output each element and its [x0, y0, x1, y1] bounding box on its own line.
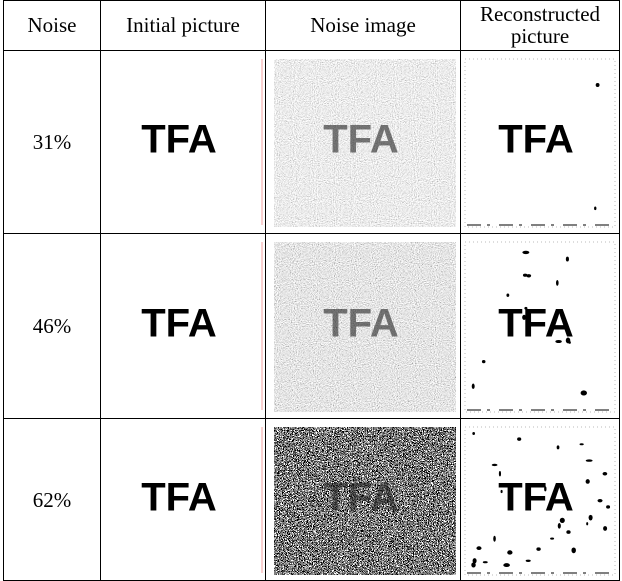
image-text: TFA — [141, 118, 217, 162]
speck — [606, 505, 610, 508]
speck — [499, 471, 501, 476]
speck — [522, 315, 526, 320]
header-cell: Noise image — [266, 0, 460, 50]
speck — [566, 530, 570, 534]
speck — [586, 522, 588, 525]
speck — [522, 251, 529, 254]
initial-image: TFA — [101, 51, 265, 233]
speck — [501, 490, 503, 493]
speck — [544, 486, 546, 491]
initial-image: TFA — [101, 234, 265, 418]
speck — [482, 360, 486, 363]
speck — [566, 337, 571, 343]
image-text: TFA — [141, 476, 217, 520]
speck — [603, 526, 607, 531]
speck — [555, 340, 562, 343]
speck — [596, 83, 600, 87]
page: NoiseInitial pictureNoise imageReconstru… — [0, 0, 622, 581]
speck — [476, 546, 481, 550]
noise-image: TFA — [266, 234, 460, 418]
image-text: TFA — [323, 476, 399, 520]
speck — [507, 550, 512, 554]
noise-level: 62% — [4, 419, 100, 581]
speck — [471, 562, 475, 567]
speck — [472, 384, 475, 389]
noise-image: TFA — [266, 51, 460, 233]
speck — [503, 563, 510, 567]
speck — [589, 515, 593, 521]
noise-image: TFA — [266, 419, 460, 581]
speck — [581, 390, 587, 395]
speck — [526, 274, 531, 277]
speck — [566, 257, 569, 262]
col-border — [619, 0, 620, 581]
speck — [556, 280, 559, 286]
noise-level: 31% — [4, 51, 100, 233]
speck — [472, 432, 475, 435]
speck — [560, 518, 565, 523]
speck — [557, 445, 560, 449]
speck — [586, 479, 590, 484]
speck — [586, 459, 593, 461]
speck — [550, 538, 554, 540]
speck — [594, 207, 596, 211]
image-text: TFA — [498, 476, 574, 520]
header-cell: Initial picture — [101, 0, 265, 50]
speck — [506, 294, 509, 297]
speck — [493, 536, 496, 542]
speck — [524, 307, 527, 310]
header-cell: Reconstructed picture — [461, 0, 619, 50]
speck — [580, 443, 584, 445]
speck — [558, 523, 561, 529]
reconstructed-image: TFA — [461, 419, 619, 581]
reconstructed-image: TFA — [461, 234, 619, 418]
initial-image: TFA — [101, 419, 265, 581]
speck — [571, 547, 575, 553]
header-cell: Noise — [4, 0, 100, 50]
speck — [492, 464, 498, 466]
speck — [603, 472, 608, 476]
speck — [483, 561, 488, 563]
speck — [526, 560, 531, 562]
speck — [598, 499, 603, 502]
speck — [517, 437, 521, 440]
reconstructed-image: TFA — [461, 51, 619, 233]
noise-level: 46% — [4, 234, 100, 418]
image-text: TFA — [323, 302, 399, 346]
speck — [536, 547, 540, 550]
image-text: TFA — [323, 118, 399, 162]
image-text: TFA — [141, 302, 217, 346]
image-text: TFA — [498, 118, 574, 162]
image-text: TFA — [498, 302, 574, 346]
